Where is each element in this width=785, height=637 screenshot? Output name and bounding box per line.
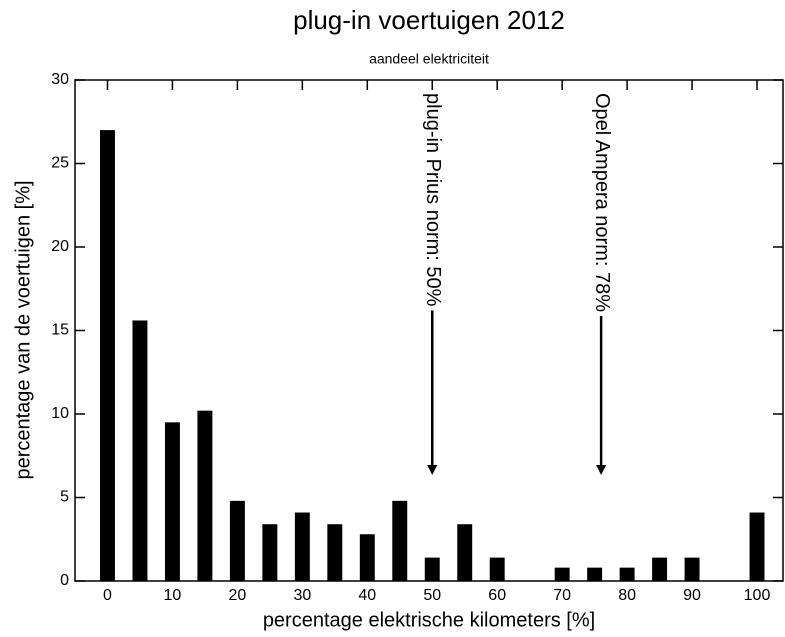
bar bbox=[457, 524, 473, 581]
x-tick-label: 80 bbox=[618, 587, 636, 604]
y-tick-label: 30 bbox=[51, 71, 69, 88]
bar bbox=[132, 320, 148, 581]
bar bbox=[100, 130, 115, 581]
x-tick-label: 30 bbox=[293, 587, 311, 604]
bar bbox=[229, 500, 245, 581]
y-tick-label: 20 bbox=[51, 238, 69, 255]
bar bbox=[652, 557, 668, 581]
x-tick-label: 70 bbox=[553, 587, 571, 604]
annotation-arrowhead bbox=[596, 465, 607, 475]
annotation-arrowhead bbox=[427, 465, 438, 475]
x-tick-label: 100 bbox=[744, 587, 771, 604]
x-axis-label: percentage elektrische kilometers [%] bbox=[263, 609, 595, 631]
x-tick-label: 40 bbox=[358, 587, 376, 604]
bar bbox=[392, 500, 408, 581]
x-tick-label: 60 bbox=[488, 587, 506, 604]
y-axis-label: percentage van de voertuigen [%] bbox=[12, 180, 34, 479]
y-tick-label: 10 bbox=[51, 405, 69, 422]
x-tick-label: 10 bbox=[164, 587, 182, 604]
chart-title: plug-in voertuigen 2012 bbox=[293, 5, 565, 35]
bar bbox=[294, 512, 310, 581]
x-tick-label: 50 bbox=[423, 587, 441, 604]
bar bbox=[684, 557, 700, 581]
bar bbox=[262, 524, 278, 581]
bar bbox=[359, 534, 375, 581]
bar bbox=[489, 557, 505, 581]
y-tick-label: 0 bbox=[60, 572, 69, 589]
y-tick-label: 25 bbox=[51, 155, 69, 172]
bar bbox=[197, 410, 213, 581]
y-tick-label: 5 bbox=[60, 489, 69, 506]
chart-subtitle: aandeel elektriciteit bbox=[369, 51, 489, 67]
y-tick-label: 15 bbox=[51, 322, 69, 339]
bar bbox=[424, 557, 440, 581]
annotation: plug-in Prius norm: 50% bbox=[422, 93, 444, 307]
x-tick-label: 90 bbox=[683, 587, 701, 604]
bar bbox=[749, 512, 765, 581]
annotation: Opel Ampera norm: 78% bbox=[591, 93, 613, 312]
x-tick-label: 0 bbox=[103, 587, 112, 604]
bar bbox=[327, 524, 343, 581]
bar bbox=[164, 422, 180, 581]
bar bbox=[587, 567, 603, 581]
x-tick-label: 20 bbox=[228, 587, 246, 604]
